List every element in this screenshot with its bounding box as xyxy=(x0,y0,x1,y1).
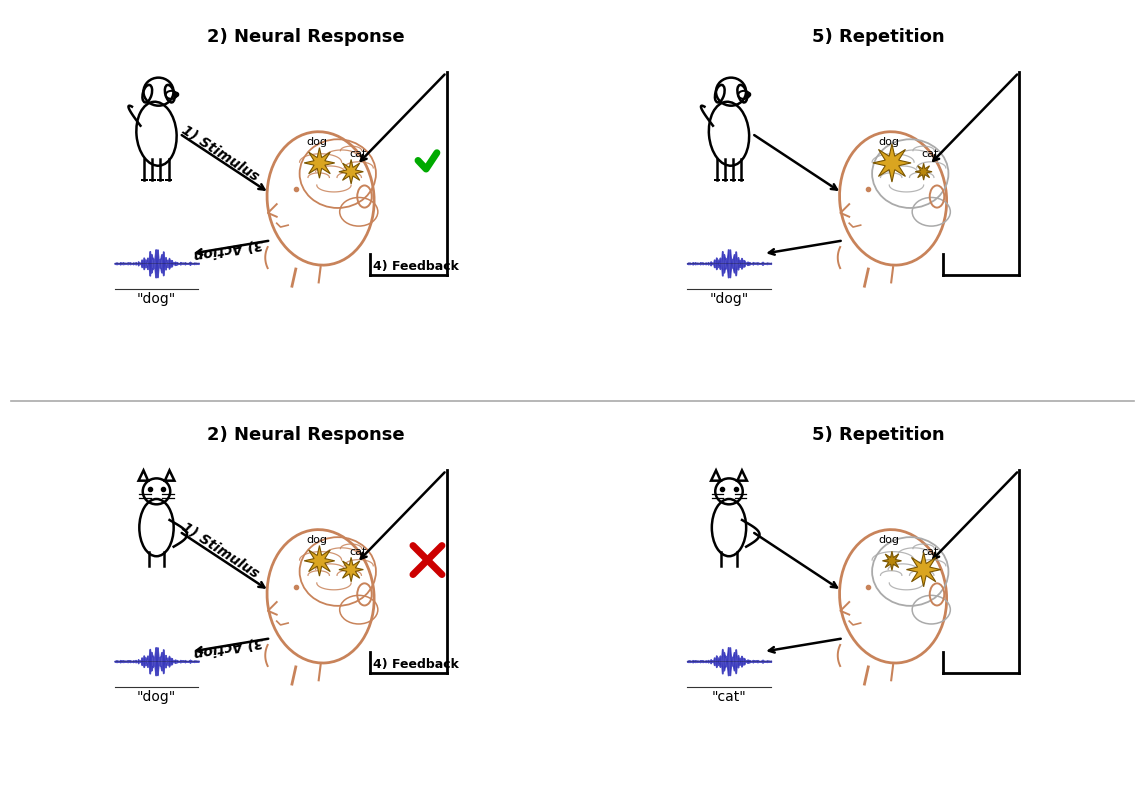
Polygon shape xyxy=(883,551,901,571)
Text: cat: cat xyxy=(922,547,939,556)
Polygon shape xyxy=(339,558,363,582)
Polygon shape xyxy=(339,161,363,185)
Polygon shape xyxy=(907,553,941,587)
Text: 4) Feedback: 4) Feedback xyxy=(373,260,459,272)
Text: cat: cat xyxy=(922,149,939,159)
Polygon shape xyxy=(872,144,911,182)
Text: 2) Neural Response: 2) Neural Response xyxy=(206,28,404,45)
Text: 3) Action: 3) Action xyxy=(192,633,264,659)
Text: 1) Stimulus: 1) Stimulus xyxy=(180,519,262,580)
Text: dog: dog xyxy=(306,136,327,147)
Text: 5) Repetition: 5) Repetition xyxy=(812,425,945,443)
Text: cat: cat xyxy=(349,547,366,556)
Text: 4) Feedback: 4) Feedback xyxy=(373,657,459,670)
Text: dog: dog xyxy=(878,136,900,147)
Text: cat: cat xyxy=(349,149,366,159)
Text: 1) Stimulus: 1) Stimulus xyxy=(180,122,262,182)
Text: "dog": "dog" xyxy=(137,689,176,703)
Polygon shape xyxy=(305,546,334,577)
Text: 3) Action: 3) Action xyxy=(192,236,264,262)
Polygon shape xyxy=(305,148,334,179)
Text: dog: dog xyxy=(878,534,900,544)
Text: dog: dog xyxy=(306,534,327,544)
Text: "cat": "cat" xyxy=(711,689,747,703)
Text: 2) Neural Response: 2) Neural Response xyxy=(206,425,404,443)
Text: 5) Repetition: 5) Repetition xyxy=(812,28,945,45)
Text: "dog": "dog" xyxy=(710,291,749,306)
Text: "dog": "dog" xyxy=(137,291,176,306)
Polygon shape xyxy=(915,164,932,181)
